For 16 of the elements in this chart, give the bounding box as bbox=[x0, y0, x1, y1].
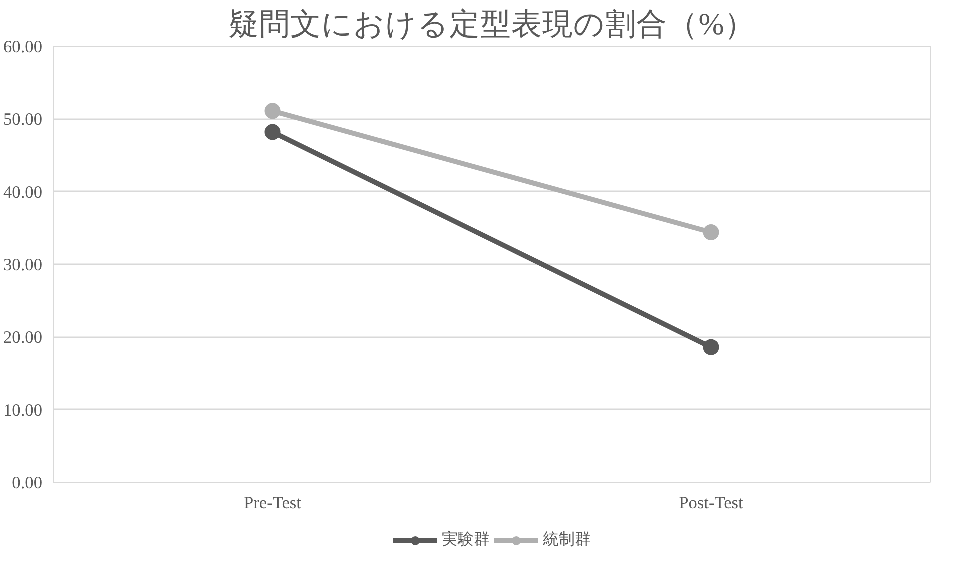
y-tick-label: 50.00 bbox=[4, 110, 43, 130]
y-tick-label: 0.00 bbox=[12, 474, 43, 492]
x-tick-label: Post-Test bbox=[679, 494, 744, 512]
x-tick-label: Pre-Test bbox=[244, 494, 302, 512]
point bbox=[264, 103, 281, 120]
y-tick-label: 20.00 bbox=[4, 328, 43, 348]
y-tick-label: 30.00 bbox=[4, 256, 43, 274]
y-tick-label: 60.00 bbox=[4, 38, 43, 56]
y-tick-label: 40.00 bbox=[4, 182, 43, 202]
point bbox=[703, 339, 720, 356]
legend-label: 実験群 bbox=[442, 530, 490, 550]
point bbox=[703, 224, 720, 241]
y-tick-label: 10.00 bbox=[4, 400, 43, 420]
chart-title: 疑問文における定型表現の割合（%） bbox=[228, 8, 756, 42]
legend-label: 統制群 bbox=[543, 530, 591, 550]
point bbox=[264, 124, 281, 140]
